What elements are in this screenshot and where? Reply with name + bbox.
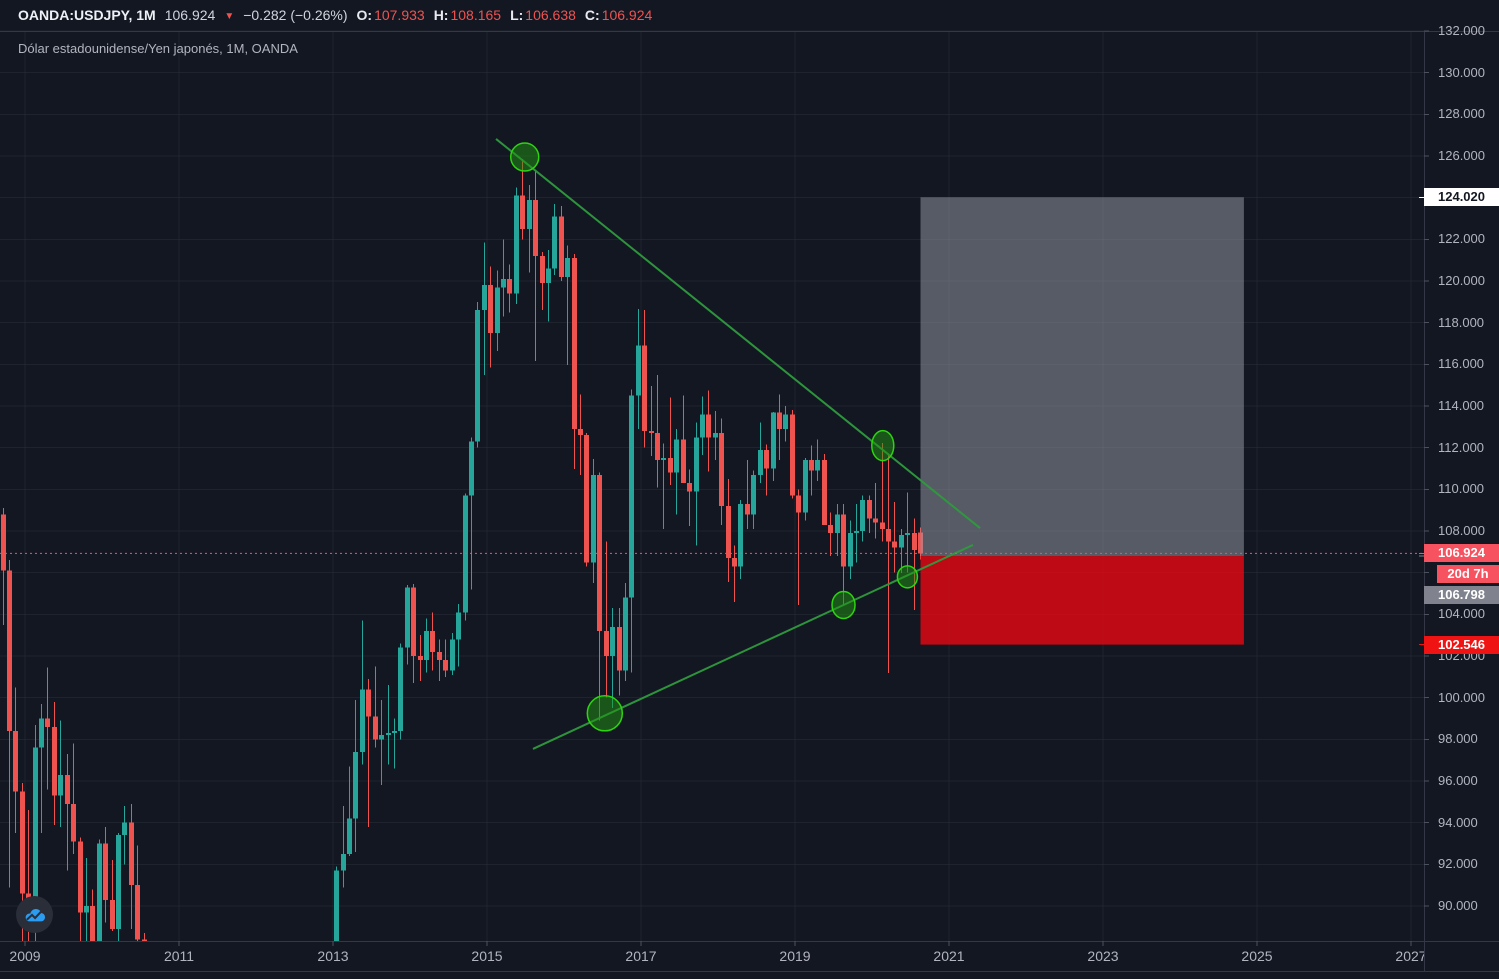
year-tick-label: 2015 (471, 948, 503, 964)
year-tick-label: 2009 (9, 948, 41, 964)
price-tick-label: 96.000 (1438, 773, 1478, 788)
long-position-loss-zone[interactable] (920, 556, 1244, 645)
price-tick-label: 122.000 (1438, 231, 1485, 247)
price-tick-label: 114.000 (1438, 398, 1485, 413)
ohlc-high: H: 108.165 (433, 7, 502, 23)
price-axis[interactable]: 132.000 130.000 128.000 126.000 122.000 120.0… (1424, 0, 1499, 971)
touch-circle[interactable] (831, 590, 856, 620)
price-label-entry[interactable]: 106.798 (1424, 586, 1499, 605)
year-tick-label: 2021 (933, 948, 965, 964)
ohlc-low: L: 106.638 (510, 7, 576, 23)
price-tick-label: 116.000 (1438, 356, 1485, 372)
time-axis[interactable]: 2009 2011 2013 2015 2017 2019 2021 2023 2025 2027 (0, 941, 1424, 971)
price-label-countdown[interactable]: 20d 7h (1437, 565, 1499, 584)
touch-circle[interactable] (871, 429, 895, 462)
price-tick-label: 112.000 (1438, 439, 1485, 455)
cloud-chart-icon (25, 908, 45, 921)
price-tick-label: 100.000 (1438, 689, 1485, 705)
candles-layer[interactable] (0, 158, 923, 979)
tradingview-logo[interactable] (16, 896, 53, 933)
price-tick-label: 94.000 (1438, 814, 1478, 830)
price-tick-label: 90.000 (1438, 898, 1478, 913)
symbol-description[interactable]: Dólar estadounidense/Yen japonés, 1M, OA… (18, 41, 298, 56)
long-position-profit-zone[interactable] (920, 197, 1244, 557)
axis-borders (0, 31, 1499, 972)
ohlc-open: O: 107.933 (356, 7, 425, 23)
price-change: −0.282 (−0.26%) (243, 7, 348, 23)
price-label-stop[interactable]: 102.546 (1424, 635, 1499, 654)
year-tick-label: 2011 (163, 948, 195, 964)
last-price: 106.924 (164, 7, 216, 23)
touch-circle[interactable] (896, 565, 919, 589)
price-tick-label: 132.000 (1438, 23, 1485, 38)
price-tick-label: 110.000 (1438, 481, 1485, 497)
price-tick-label: 104.000 (1438, 606, 1485, 622)
price-tick-label: 128.000 (1438, 106, 1485, 122)
price-tick-label: 126.000 (1438, 148, 1485, 163)
price-tick-label: 92.000 (1438, 856, 1478, 872)
year-tick-label: 2025 (1241, 948, 1273, 964)
year-tick-label: 2013 (317, 948, 349, 964)
price-tick-label: 108.000 (1438, 523, 1485, 538)
price-label-target[interactable]: 124.020 (1424, 188, 1499, 207)
axis-ticks (24, 30, 1429, 946)
symbol-title[interactable]: OANDA:USDJPY, 1M (18, 7, 156, 23)
ohlc-header: OANDA:USDJPY, 1M 106.924 ▼ −0.282 (−0.26… (18, 7, 652, 23)
ohlc-close: C: 106.924 (584, 7, 653, 23)
price-tick-label: 118.000 (1438, 314, 1485, 330)
price-tick-label: 98.000 (1438, 731, 1478, 747)
price-tick-label: 130.000 (1438, 64, 1485, 80)
year-tick-label: 2023 (1087, 948, 1119, 964)
price-label-last[interactable]: 106.924 (1424, 544, 1499, 563)
year-tick-label: 2017 (625, 948, 657, 964)
touch-circle[interactable] (509, 142, 540, 172)
down-triangle-icon: ▼ (224, 11, 235, 22)
year-tick-label: 2027 (1395, 948, 1424, 964)
touch-circle[interactable] (586, 695, 624, 732)
price-tick-label: 120.000 (1438, 273, 1485, 288)
trendline-descending[interactable] (495, 138, 981, 529)
year-tick-label: 2019 (779, 948, 811, 964)
